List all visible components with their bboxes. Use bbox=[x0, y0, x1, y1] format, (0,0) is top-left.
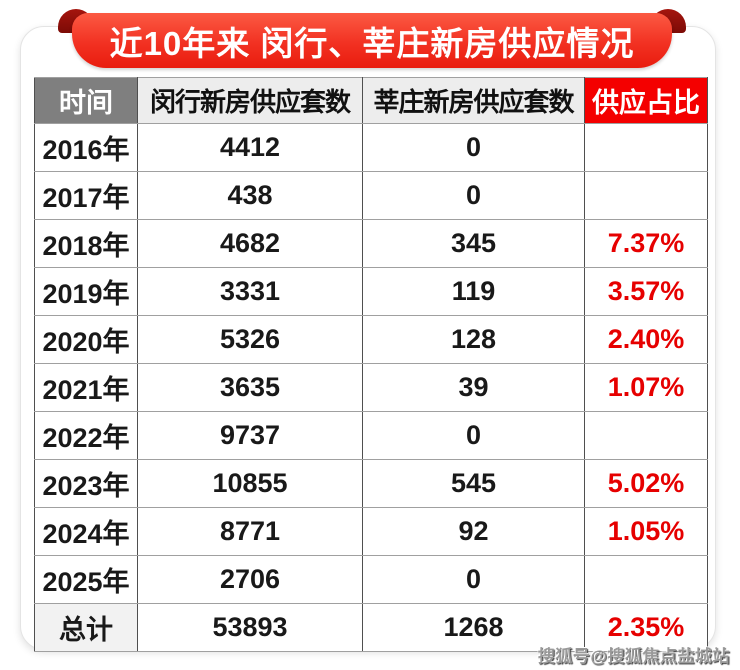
column-header-ratio: 供应占比 bbox=[584, 77, 708, 124]
table-body: 2016年 4412 0 2017年 438 0 2018年 4682 345 7.37% 2019… bbox=[34, 123, 708, 652]
table-row: 2016年 4412 0 bbox=[34, 123, 708, 172]
cell-xinzhuang: 345 bbox=[362, 219, 585, 268]
cell-minhang: 9737 bbox=[137, 411, 363, 460]
cell-ratio: 1.07% bbox=[584, 363, 708, 412]
supply-table: 时间 闵行新房供应套数 莘庄新房供应套数 供应占比 2016年 4412 0 2017… bbox=[34, 77, 708, 652]
cell-minhang: 4682 bbox=[137, 219, 363, 268]
table-row: 2024年 8771 92 1.05% bbox=[34, 507, 708, 556]
table-row: 2025年 2706 0 bbox=[34, 555, 708, 604]
column-header-minhang: 闵行新房供应套数 bbox=[137, 77, 363, 124]
table-row: 2022年 9737 0 bbox=[34, 411, 708, 460]
cell-ratio: 5.02% bbox=[584, 459, 708, 508]
cell-minhang: 53893 bbox=[137, 603, 363, 652]
cell-ratio: 2.40% bbox=[584, 315, 708, 364]
cell-xinzhuang: 92 bbox=[362, 507, 585, 556]
cell-ratio: 7.37% bbox=[584, 219, 708, 268]
cell-minhang: 5326 bbox=[137, 315, 363, 364]
cell-time: 2017年 bbox=[34, 171, 138, 220]
page-title: 近10年来 闵行、莘庄新房供应情况 bbox=[109, 24, 635, 62]
column-header-xinzhuang: 莘庄新房供应套数 bbox=[362, 77, 585, 124]
column-header-time: 时间 bbox=[34, 77, 138, 124]
cell-xinzhuang: 545 bbox=[362, 459, 585, 508]
cell-xinzhuang: 0 bbox=[362, 555, 585, 604]
cell-ratio: 2.35% bbox=[584, 603, 708, 652]
cell-minhang: 438 bbox=[137, 171, 363, 220]
table-row-total: 总计 53893 1268 2.35% bbox=[34, 603, 708, 652]
cell-ratio bbox=[584, 555, 708, 604]
cell-minhang: 3635 bbox=[137, 363, 363, 412]
cell-time: 2018年 bbox=[34, 219, 138, 268]
table-row: 2018年 4682 345 7.37% bbox=[34, 219, 708, 268]
table-row: 2023年 10855 545 5.02% bbox=[34, 459, 708, 508]
cell-time: 2024年 bbox=[34, 507, 138, 556]
cell-ratio: 3.57% bbox=[584, 267, 708, 316]
cell-minhang: 2706 bbox=[137, 555, 363, 604]
table-row: 2017年 438 0 bbox=[34, 171, 708, 220]
cell-xinzhuang: 119 bbox=[362, 267, 585, 316]
cell-minhang: 4412 bbox=[137, 123, 363, 172]
ribbon-body: 近10年来 闵行、莘庄新房供应情况 bbox=[72, 13, 672, 68]
table-row: 2020年 5326 128 2.40% bbox=[34, 315, 708, 364]
cell-minhang: 8771 bbox=[137, 507, 363, 556]
table-row: 2021年 3635 39 1.07% bbox=[34, 363, 708, 412]
cell-time: 2025年 bbox=[34, 555, 138, 604]
cell-ratio: 1.05% bbox=[584, 507, 708, 556]
cell-time: 2019年 bbox=[34, 267, 138, 316]
cell-ratio bbox=[584, 411, 708, 460]
cell-xinzhuang: 128 bbox=[362, 315, 585, 364]
cell-minhang: 10855 bbox=[137, 459, 363, 508]
table-row: 2019年 3331 119 3.57% bbox=[34, 267, 708, 316]
header-row: 时间 闵行新房供应套数 莘庄新房供应套数 供应占比 bbox=[34, 77, 708, 124]
cell-time: 2016年 bbox=[34, 123, 138, 172]
cell-xinzhuang: 0 bbox=[362, 411, 585, 460]
title-ribbon: 近10年来 闵行、莘庄新房供应情况 bbox=[58, 4, 686, 74]
cell-xinzhuang: 0 bbox=[362, 123, 585, 172]
cell-xinzhuang: 39 bbox=[362, 363, 585, 412]
cell-ratio bbox=[584, 171, 708, 220]
cell-xinzhuang: 1268 bbox=[362, 603, 585, 652]
cell-minhang: 3331 bbox=[137, 267, 363, 316]
table-header: 时间 闵行新房供应套数 莘庄新房供应套数 供应占比 bbox=[34, 77, 708, 124]
cell-time: 2022年 bbox=[34, 411, 138, 460]
cell-time: 2023年 bbox=[34, 459, 138, 508]
watermark: 搜狐号@搜狐焦点盐城站 bbox=[537, 647, 730, 666]
cell-time: 2020年 bbox=[34, 315, 138, 364]
cell-time: 2021年 bbox=[34, 363, 138, 412]
cell-xinzhuang: 0 bbox=[362, 171, 585, 220]
cell-time: 总计 bbox=[34, 603, 138, 652]
cell-ratio bbox=[584, 123, 708, 172]
